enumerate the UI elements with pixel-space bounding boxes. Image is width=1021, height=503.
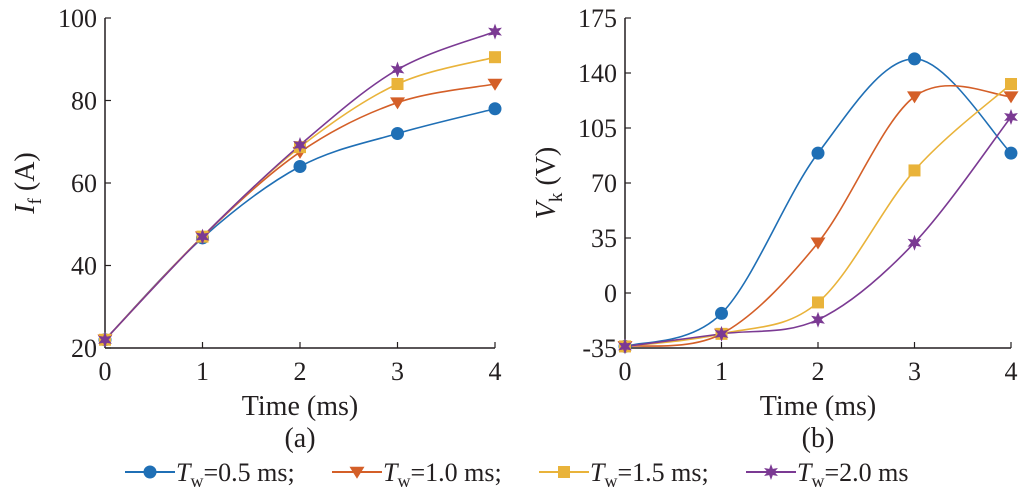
panel-a-series-0-point-3: [391, 127, 404, 140]
legend-label-2: Tw=1.5 ms;: [590, 458, 709, 491]
legend-label-1-rest: =1.0 ms;: [410, 458, 501, 487]
panel-a-series-0-point-4: [488, 102, 502, 116]
panel-a-ylabel-sub: f: [25, 197, 46, 204]
panel-a-label: (a): [284, 423, 315, 454]
panel-b-ytick-label-2: 35: [591, 224, 617, 253]
panel-b-series-2-point-3: [908, 164, 921, 177]
legend-item-1: Tw=1.0 ms;: [332, 458, 502, 491]
panel-b-label: (b): [802, 423, 835, 454]
panel-a-series-2-point-3: [391, 78, 404, 90]
panel-b-xtick-label-4: 4: [1005, 357, 1018, 386]
panel-b-series-1-point-4: [1003, 91, 1019, 104]
panel-b-series-0-point-1: [715, 306, 728, 320]
legend-marker-shape-0: [143, 465, 157, 479]
panel-b-xlabel: Time (ms): [760, 391, 876, 422]
panel-a-ylabel: If (A): [10, 152, 46, 215]
panel-b-series-2-point-4: [1005, 78, 1017, 90]
legend-marker-3: [764, 464, 778, 480]
panel-a-xtick-label-1: 1: [196, 357, 209, 386]
panel-b-series-3-point-0: [618, 338, 632, 355]
panel-b-ytick-label-0: -35: [582, 334, 617, 363]
legend-item-0: Tw=0.5 ms;: [125, 458, 295, 491]
panel-b-ylabel-main: V: [531, 199, 562, 219]
legend-label-3-main: T: [797, 458, 813, 487]
legend-label-0: Tw=0.5 ms;: [176, 458, 295, 491]
legend-marker-2: [558, 466, 570, 478]
panel-a-series-3-point-3: [390, 61, 405, 78]
panel-b-xtick-label-1: 1: [715, 357, 728, 386]
panel-b-ytick-label-1: 0: [604, 279, 617, 308]
panel-a-xtick-label-3: 3: [391, 357, 404, 386]
panel-b-series-0-point-3: [908, 52, 921, 66]
panel-a-series-1-point-4: [487, 78, 503, 91]
panel-b-series-3-point-3: [907, 234, 922, 251]
panel-b-ylabel-rest: (V): [531, 147, 562, 193]
legend-label-3-rest: =2.0 ms: [824, 458, 908, 487]
panel-a-xtick-label-4: 4: [489, 357, 502, 386]
panel-a-ylabel-main: I: [10, 203, 41, 215]
legend-marker-1: [349, 466, 365, 479]
panel-b-xtick-label-2: 2: [812, 357, 825, 386]
legend-item-3: Tw=2.0 ms: [746, 458, 908, 491]
panel-b-ytick-label-5: 140: [578, 59, 617, 88]
panel-b-ytick-label-6: 175: [578, 4, 617, 33]
legend-marker-0: [143, 465, 157, 479]
panel-a-series-3-point-4: [488, 23, 502, 40]
panel-b-ytick-label-4: 105: [578, 114, 617, 143]
panel-b-series-2-point-2: [812, 296, 824, 309]
panel-a-ylabel-rest: (A): [10, 152, 41, 198]
panel-b-series-0-point-2: [811, 146, 825, 160]
legend-marker-shape-3: [764, 464, 778, 480]
panel-a-series-3-point-1: [195, 228, 210, 245]
panel-a-series-3-point-2: [293, 137, 307, 154]
panel-b-series-1-point-2: [810, 237, 826, 250]
panel-a-series-1-point-3: [390, 97, 405, 110]
panel-a-xtick-label-0: 0: [99, 357, 112, 386]
panel-a-series-3-point-0: [98, 331, 112, 348]
panel-b-series-3-point-2: [811, 311, 825, 328]
legend-marker-shape-2: [558, 466, 570, 478]
panel-a-series-2-point-4: [489, 51, 501, 64]
panel-b-ytick-label-3: 70: [591, 169, 617, 198]
panel-b-series-3-point-1: [714, 325, 729, 342]
legend-label-0-sub: w: [190, 471, 203, 491]
panel-b-series-3-point-4: [1004, 109, 1018, 125]
legend-label-3: Tw=2.0 ms: [797, 458, 908, 491]
panel-a-ytick-label-1: 40: [71, 252, 97, 281]
panel-b-series-2-line: [624, 83, 1012, 348]
panel-a-ytick-label-0: 20: [71, 334, 97, 363]
panel-a-ytick-label-4: 100: [58, 4, 97, 33]
legend-label-1: Tw=1.0 ms;: [383, 458, 502, 491]
legend-label-1-sub: w: [397, 471, 410, 491]
panel-a-xtick-label-2: 2: [294, 357, 307, 386]
panel-a-xlabel: Time (ms): [242, 391, 358, 422]
panel-b-series-0-point-4: [1004, 146, 1018, 160]
panel-b-xtick-label-3: 3: [908, 357, 921, 386]
legend-item-2: Tw=1.5 ms;: [539, 458, 709, 491]
panel-b-series-1-point-3: [907, 91, 922, 104]
legend-label-2-main: T: [590, 458, 606, 487]
panel-a-ytick-label-3: 80: [71, 87, 97, 116]
panel-b-series-3-line: [624, 116, 1012, 348]
legend-label-3-sub: w: [811, 471, 824, 491]
legend-label-0-rest: =0.5 ms;: [203, 458, 294, 487]
panel-a-series-0-point-2: [293, 160, 307, 173]
legend-label-0-main: T: [176, 458, 192, 487]
panel-b-ylabel-sub: k: [546, 192, 567, 202]
legend-label-2-rest: =1.5 ms;: [617, 458, 708, 487]
panel-b-ylabel: Vk (V): [531, 147, 567, 219]
panel-a-series-2-line: [104, 56, 496, 341]
chart-panel-a: 0 1 2 3 4 20 40 60 80 100: [58, 4, 503, 386]
legend: Tw=0.5 ms; Tw=1.0 ms; Tw=1.5 ms; Tw=2.0 …: [125, 458, 908, 491]
legend-marker-shape-1: [349, 466, 365, 479]
legend-label-1-main: T: [383, 458, 399, 487]
panel-b-xtick-label-0: 0: [619, 357, 632, 386]
panel-a-series-3-line: [104, 30, 496, 341]
legend-label-2-sub: w: [604, 471, 617, 491]
panel-a-ytick-label-2: 60: [71, 169, 97, 198]
